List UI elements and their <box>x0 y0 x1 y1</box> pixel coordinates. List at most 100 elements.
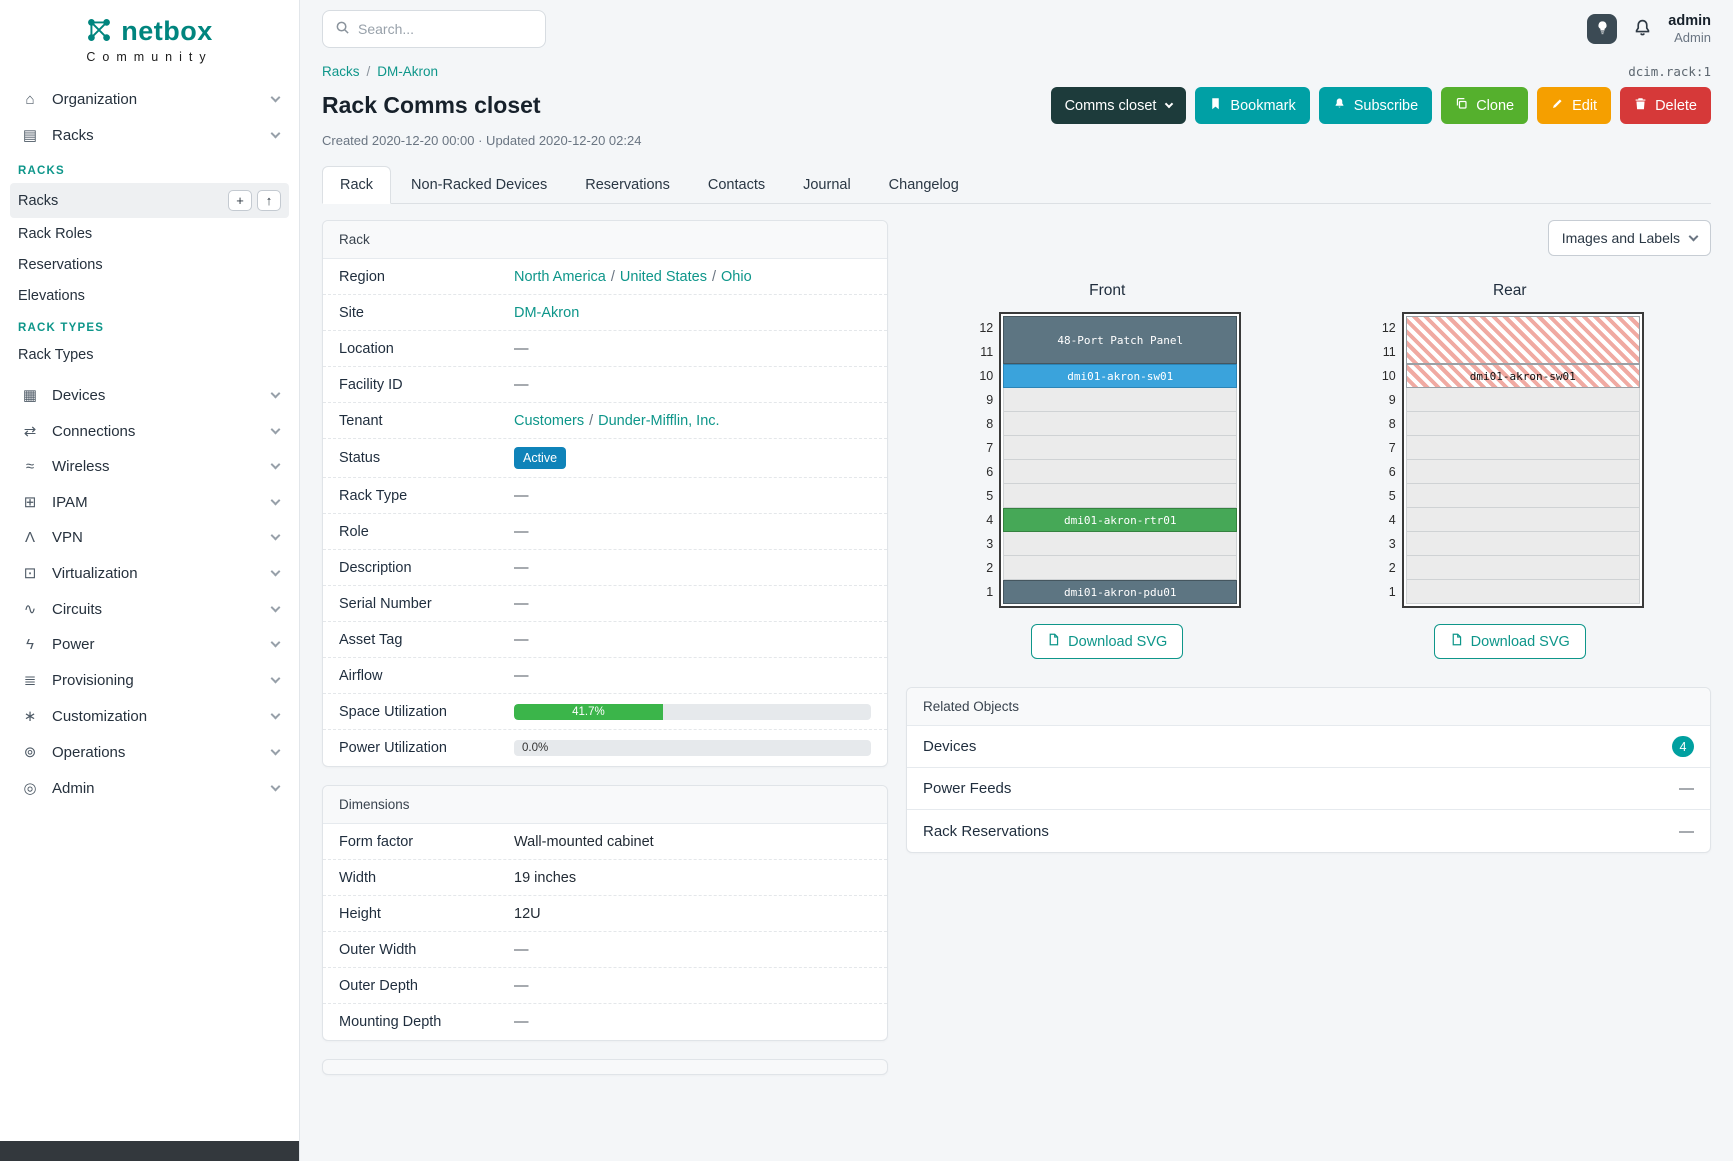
import-rack-button[interactable]: ↑ <box>257 190 281 211</box>
empty-value: — <box>1679 822 1694 840</box>
sidebar-item-customization[interactable]: ∗ Customization <box>10 698 289 734</box>
rack-unit-number: 5 <box>986 489 994 503</box>
subnav-item-elevations[interactable]: Elevations <box>10 281 289 311</box>
related-row-power-feeds: Power Feeds — <box>907 768 1710 810</box>
site-link[interactable]: DM-Akron <box>514 304 580 321</box>
download-svg-rear-button[interactable]: Download SVG <box>1433 624 1586 659</box>
add-rack-button[interactable]: + <box>228 190 252 211</box>
rack-device-dmi01-akron-sw01[interactable]: dmi01-akron-sw01 <box>1405 364 1640 388</box>
tab-contacts[interactable]: Contacts <box>707 177 766 193</box>
subscribe-button[interactable]: Subscribe <box>1318 87 1433 124</box>
rack-device-dmi01-akron-sw01[interactable]: dmi01-akron-sw01 <box>1003 364 1238 388</box>
search-icon <box>335 20 350 38</box>
empty-value: — <box>514 487 529 504</box>
subnav-item-label: Racks <box>18 192 59 209</box>
bookmark-button[interactable]: Bookmark <box>1195 87 1310 124</box>
left-column: Rack Region North America / United States /… <box>322 220 888 1075</box>
empty-value: — <box>514 941 529 958</box>
sidebar-item-virtualization[interactable]: ⊡ Virtualization <box>10 555 289 591</box>
rack-unit-number: 1 <box>986 585 994 599</box>
search-input[interactable] <box>358 21 539 37</box>
sidebar-item-devices[interactable]: ▦ Devices <box>10 377 289 413</box>
object-reference: dcim.rack:1 <box>1628 64 1711 79</box>
sidebar-item-label: Racks <box>52 126 94 144</box>
sidebar-item-label: Power <box>52 636 95 653</box>
attr-row-tenant: Tenant Customers / Dunder-Mifflin, Inc. <box>323 403 887 439</box>
racks-icon: ▤ <box>22 127 38 144</box>
related-row-devices[interactable]: Devices 4 <box>907 726 1710 768</box>
sidebar-item-provisioning[interactable]: ≣ Provisioning <box>10 662 289 698</box>
attr-label: Mounting Depth <box>339 1014 442 1030</box>
brand-name: netbox <box>121 16 213 46</box>
sidebar-item-organization[interactable]: ⌂ Organization <box>10 82 289 117</box>
tab-journal[interactable]: Journal <box>803 177 851 193</box>
dimensions-card: Dimensions Form factor Wall-mounted cabi… <box>322 785 888 1041</box>
attr-label: Asset Tag <box>339 631 403 648</box>
tenant-group-link[interactable]: Customers <box>514 412 585 429</box>
rear-elevation: Rear 12 11 10 9 8 7 6 5 4 3 2 1 dmi01-akron-sw01 <box>1309 282 1712 659</box>
rack-occupied-space <box>1405 316 1640 364</box>
region-link[interactable]: North America <box>514 268 606 285</box>
images-and-labels-label: Images and Labels <box>1561 230 1680 246</box>
virtualization-icon: ⊡ <box>23 565 37 582</box>
tab-changelog[interactable]: Changelog <box>888 177 959 193</box>
rack-card: Rack Region North America / United States /… <box>322 220 888 767</box>
subnav-item-racks[interactable]: Racks + ↑ <box>10 183 289 218</box>
subnav-item-rack-roles[interactable]: Rack Roles <box>10 219 289 249</box>
sidebar-item-vpn[interactable]: Λ VPN <box>10 520 289 555</box>
progress-fill: 41.7% <box>514 703 663 720</box>
related-row-label: Devices <box>923 738 977 755</box>
sidebar-item-circuits[interactable]: ∿ Circuits <box>10 591 289 627</box>
empty-value: — <box>514 523 529 540</box>
empty-value: — <box>514 977 529 994</box>
brand[interactable]: netbox Community <box>0 0 299 68</box>
sidebar-item-admin[interactable]: ◎ Admin <box>10 770 289 806</box>
rack-device-dmi01-akron-pdu01[interactable]: dmi01-akron-pdu01 <box>1003 580 1238 604</box>
tab-reservations[interactable]: Reservations <box>585 177 670 193</box>
bookmark-icon <box>1209 97 1222 114</box>
sidebar-item-power[interactable]: ϟ Power <box>10 627 289 662</box>
sidebar-item-label: Provisioning <box>52 671 134 689</box>
delete-label: Delete <box>1655 97 1697 114</box>
theme-toggle-button[interactable] <box>1587 14 1618 44</box>
rack-device-48-Port Patch Panel[interactable]: 48-Port Patch Panel <box>1003 316 1238 364</box>
attr-label: Location <box>339 340 394 357</box>
sidebar-item-operations[interactable]: ⊚ Operations <box>10 734 289 770</box>
delete-button[interactable]: Delete <box>1620 87 1711 124</box>
tenant-link[interactable]: Dunder-Mifflin, Inc. <box>598 412 720 429</box>
pencil-icon <box>1551 97 1564 114</box>
tab-rack[interactable]: Rack <box>322 166 392 204</box>
sidebar-item-connections[interactable]: ⇄ Connections <box>10 413 289 449</box>
empty-value: — <box>514 340 529 357</box>
breadcrumb-link-site[interactable]: DM-Akron <box>377 64 439 79</box>
progress-label: 41.7% <box>572 705 605 718</box>
images-and-labels-select[interactable]: Images and Labels <box>1547 220 1711 256</box>
region-link[interactable]: United States <box>619 268 707 285</box>
subnav-item-reservations[interactable]: Reservations <box>10 250 289 280</box>
chevron-down-icon <box>270 745 281 755</box>
attr-row-form-factor: Form factor Wall-mounted cabinet <box>323 824 887 860</box>
region-link[interactable]: Ohio <box>721 268 752 285</box>
sidebar-item-wireless[interactable]: ≈ Wireless <box>10 449 289 484</box>
sidebar-item-racks[interactable]: ▤ Racks <box>10 117 289 153</box>
breadcrumb-link-racks[interactable]: Racks <box>322 64 360 79</box>
rack-device-dmi01-akron-rtr01[interactable]: dmi01-akron-rtr01 <box>1003 508 1238 532</box>
rack-unit-empty <box>1405 556 1640 580</box>
clone-button[interactable]: Clone <box>1441 87 1529 124</box>
action-buttons: Comms closet Bookmark Subscribe <box>1050 87 1711 124</box>
user-menu[interactable]: admin Admin <box>1668 12 1711 46</box>
subnav-item-rack-types[interactable]: Rack Types <box>10 340 289 370</box>
rack-unit-number: 11 <box>1382 345 1396 359</box>
bell-icon <box>1633 18 1652 40</box>
sidebar-item-label: Virtualization <box>52 564 138 582</box>
rack-nav-dropdown[interactable]: Comms closet <box>1050 87 1187 124</box>
notifications-button[interactable] <box>1633 18 1652 40</box>
tab-non-racked-devices[interactable]: Non-Racked Devices <box>411 177 548 193</box>
search-box[interactable] <box>322 10 546 48</box>
sidebar-item-ipam[interactable]: ⊞ IPAM <box>10 484 289 520</box>
download-svg-front-button[interactable]: Download SVG <box>1031 624 1184 659</box>
edit-button[interactable]: Edit <box>1537 87 1612 124</box>
sidebar-item-label: Devices <box>52 386 106 404</box>
attr-label: Width <box>339 869 377 886</box>
